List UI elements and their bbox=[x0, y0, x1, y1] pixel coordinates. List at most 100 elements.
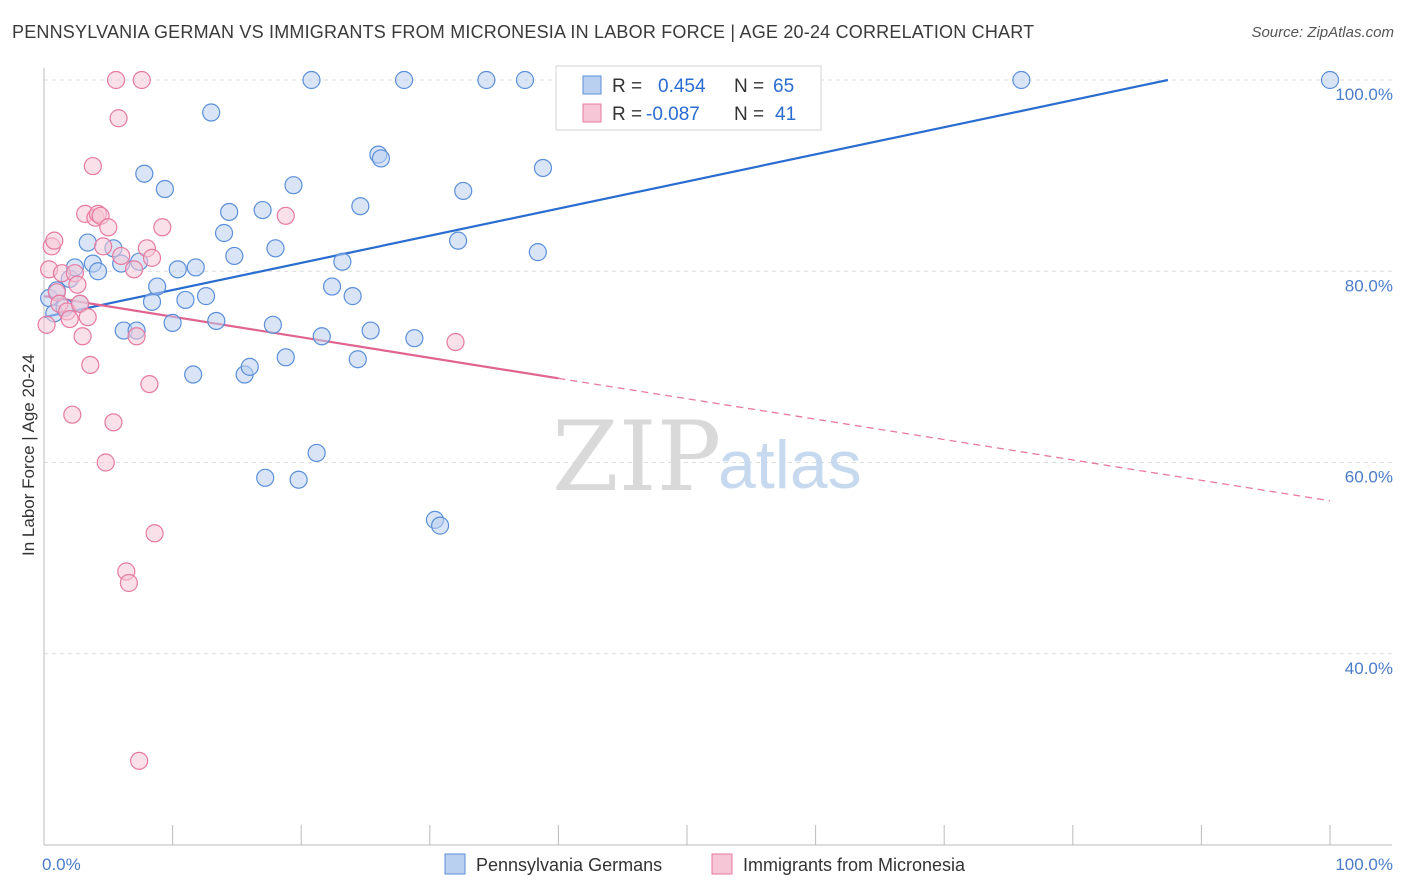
point-s1-37 bbox=[145, 524, 164, 543]
point-s0-57 bbox=[528, 243, 547, 262]
point-s0-16 bbox=[148, 277, 167, 296]
axes bbox=[43, 68, 1392, 846]
point-s0-19 bbox=[168, 260, 187, 279]
point-s0-44 bbox=[348, 350, 367, 369]
point-s1-27 bbox=[112, 246, 131, 266]
point-s0-42 bbox=[333, 252, 352, 271]
point-s1-30 bbox=[124, 260, 144, 279]
point-s0-52 bbox=[430, 516, 450, 535]
point-s1-24 bbox=[104, 413, 123, 432]
series-legend-swatch-1 bbox=[711, 853, 733, 875]
y-tick-label-0: 40.0% bbox=[1345, 659, 1393, 678]
point-s0-15 bbox=[142, 292, 162, 311]
point-s0-32 bbox=[256, 468, 275, 487]
source-label: Source: ZipAtlas.com bbox=[1251, 24, 1394, 41]
point-s1-3 bbox=[45, 231, 64, 250]
x-tick-label-0: 0.0% bbox=[42, 855, 81, 874]
point-s1-12 bbox=[70, 294, 90, 313]
legend-n-label-2: N = bbox=[734, 104, 764, 125]
watermark-zip: ZIP bbox=[552, 401, 721, 513]
point-s0-18 bbox=[163, 313, 182, 332]
point-s0-49 bbox=[394, 70, 414, 90]
point-s0-45 bbox=[351, 197, 370, 216]
x-tick-label-1: 100.0% bbox=[1335, 855, 1393, 874]
point-s1-36 bbox=[142, 248, 162, 267]
legend-r-label-2: R = bbox=[612, 104, 642, 125]
point-s1-29 bbox=[119, 573, 138, 593]
point-s1-15 bbox=[78, 308, 97, 327]
point-s0-22 bbox=[186, 258, 205, 277]
point-s0-41 bbox=[322, 277, 342, 296]
point-s0-39 bbox=[307, 443, 326, 463]
point-s1-39 bbox=[276, 206, 295, 225]
point-s0-37 bbox=[289, 470, 308, 489]
series-legend-swatch-0 bbox=[444, 853, 466, 875]
point-s0-54 bbox=[454, 181, 473, 201]
point-s0-38 bbox=[302, 70, 321, 90]
point-s1-38 bbox=[153, 218, 172, 237]
point-s0-50 bbox=[405, 329, 424, 348]
y-axis-label: In Labor Force | Age 20-24 bbox=[19, 354, 38, 556]
point-s0-62 bbox=[1012, 70, 1031, 90]
point-s0-55 bbox=[477, 70, 496, 90]
point-s0-33 bbox=[263, 315, 283, 334]
legend-swatch-blue bbox=[582, 75, 602, 95]
point-s0-17 bbox=[155, 179, 174, 199]
point-s1-22 bbox=[96, 453, 115, 472]
point-s1-26 bbox=[109, 109, 128, 128]
stats-legend: R = 0.454 N = 65 R = -0.087 N = 41 bbox=[555, 65, 822, 131]
trend-line-1 bbox=[43, 295, 559, 380]
point-s0-24 bbox=[202, 103, 221, 122]
y-tick-label-3: 100.0% bbox=[1335, 85, 1393, 104]
point-s0-36 bbox=[284, 176, 303, 195]
point-s0-58 bbox=[533, 158, 553, 178]
point-s1-31 bbox=[127, 327, 146, 346]
y-tick-label-2: 80.0% bbox=[1345, 276, 1393, 295]
legend-r-value-1: 0.454 bbox=[658, 76, 706, 97]
point-s0-26 bbox=[214, 223, 234, 243]
point-s1-8 bbox=[60, 309, 79, 329]
point-s1-25 bbox=[106, 70, 126, 90]
point-s0-53 bbox=[448, 231, 468, 250]
trend-lines bbox=[43, 78, 1331, 502]
point-s0-28 bbox=[225, 246, 244, 266]
point-s1-33 bbox=[132, 70, 151, 90]
gridlines bbox=[44, 79, 1392, 655]
point-s0-30 bbox=[240, 357, 259, 376]
point-s1-40 bbox=[446, 332, 465, 352]
point-s0-23 bbox=[196, 287, 216, 306]
point-s0-48 bbox=[371, 149, 391, 168]
point-s0-40 bbox=[312, 327, 331, 346]
point-s1-13 bbox=[73, 327, 92, 346]
point-s1-32 bbox=[130, 751, 149, 770]
point-s0-14 bbox=[135, 164, 154, 183]
point-s0-25 bbox=[207, 311, 226, 331]
legend-r-value-2: -0.087 bbox=[646, 104, 700, 125]
point-s1-21 bbox=[94, 237, 113, 256]
point-s0-43 bbox=[343, 287, 362, 306]
trend-line-0 bbox=[43, 78, 1169, 319]
point-s0-46 bbox=[361, 321, 380, 340]
point-s0-63 bbox=[1320, 70, 1340, 90]
legend-swatch-pink bbox=[582, 103, 602, 123]
legend-r-label-1: R = bbox=[612, 76, 642, 97]
point-s0-56 bbox=[515, 70, 535, 90]
point-s0-31 bbox=[253, 200, 272, 220]
point-s1-16 bbox=[81, 355, 100, 375]
point-s0-6 bbox=[78, 233, 97, 252]
series-legend-label-1: Immigrants from Micronesia bbox=[743, 855, 966, 875]
trend-dashed-1 bbox=[558, 377, 1331, 502]
series-legend-label-0: Pennsylvania Germans bbox=[476, 855, 662, 875]
legend-n-value-2: 41 bbox=[775, 104, 796, 125]
tick-labels: 40.0% 60.0% 80.0% 100.0% 0.0% 100.0% bbox=[42, 85, 1393, 874]
point-s1-35 bbox=[140, 374, 159, 394]
point-s0-34 bbox=[266, 239, 285, 258]
data-points bbox=[37, 70, 1340, 770]
point-s1-9 bbox=[63, 405, 82, 424]
point-s1-23 bbox=[99, 218, 118, 237]
legend-n-value-1: 65 bbox=[773, 76, 794, 97]
point-s0-27 bbox=[220, 202, 239, 222]
chart-title: PENNSYLVANIA GERMAN VS IMMIGRANTS FROM M… bbox=[12, 22, 1035, 42]
point-s0-35 bbox=[276, 348, 295, 367]
